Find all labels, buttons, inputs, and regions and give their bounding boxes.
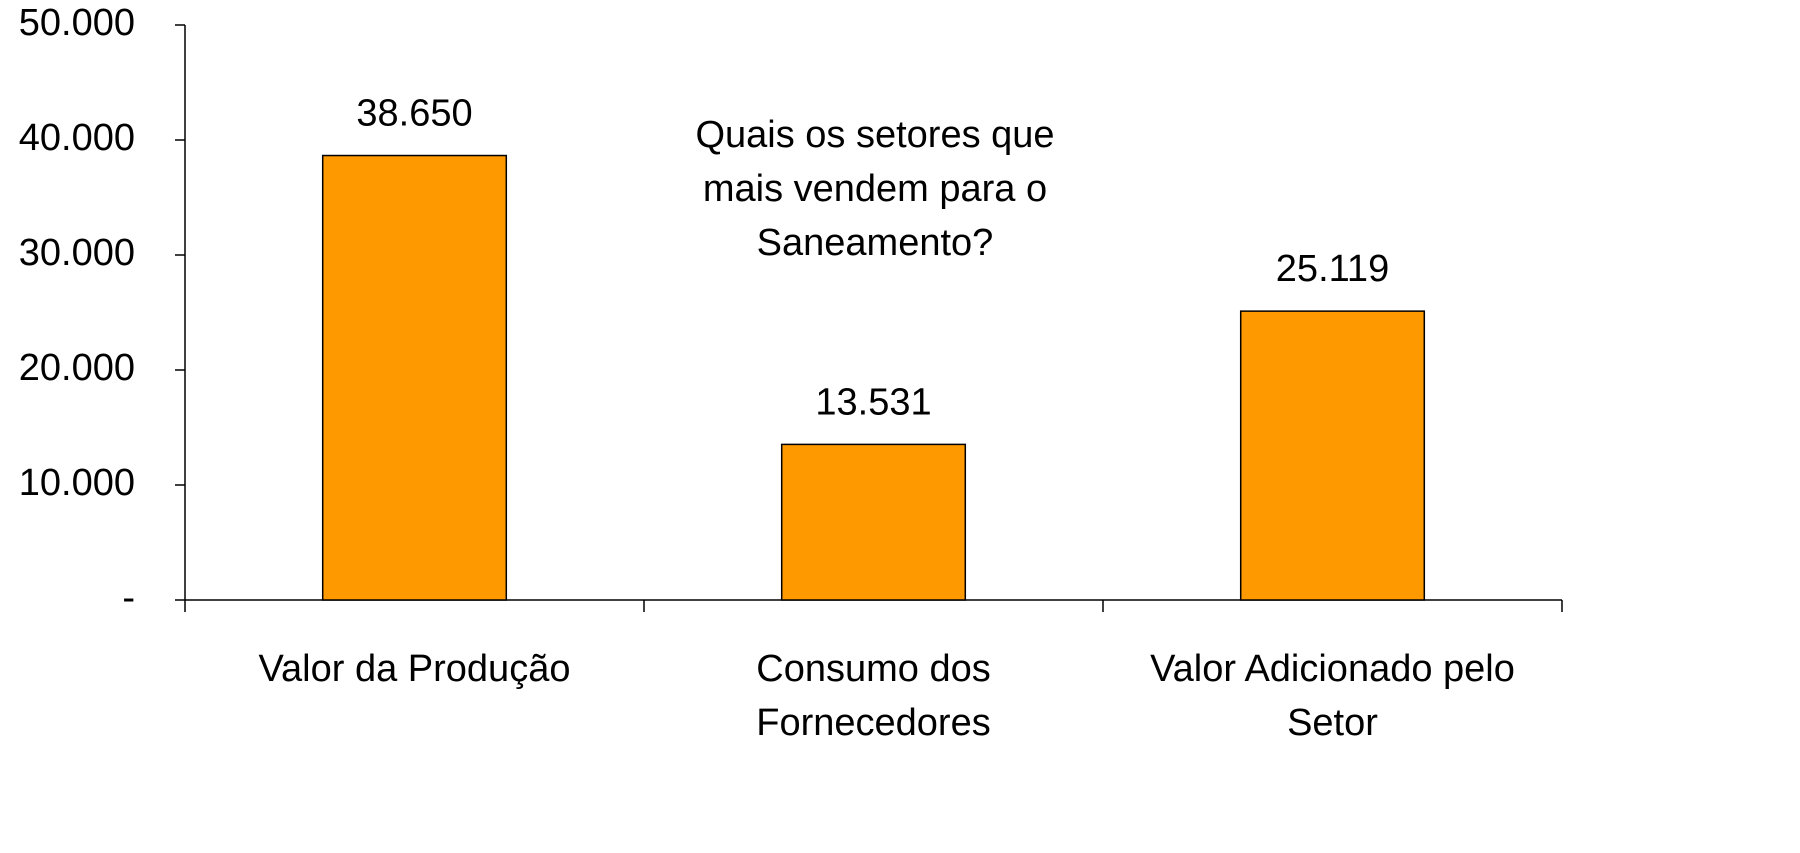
value-label: 25.119 — [1276, 248, 1389, 290]
x-tick-label: Consumo dos Fornecedores — [756, 648, 991, 744]
bar — [780, 443, 967, 601]
value-label: 38.650 — [356, 93, 472, 135]
annotation: Quais os setores que mais vendem para o … — [695, 114, 1055, 264]
x-tick-label: Valor Adicionado pelo Setor — [1150, 648, 1515, 744]
y-tick-label: 50.000 — [19, 2, 135, 44]
y-tick-label: 10.000 — [19, 462, 135, 504]
y-tick-label: 40.000 — [19, 117, 135, 159]
bar — [321, 154, 508, 601]
x-tick-label: Valor da Produção — [258, 648, 571, 690]
value-label: 13.531 — [815, 381, 931, 423]
y-tick-label: 30.000 — [19, 232, 135, 274]
y-tick-label: - — [122, 577, 135, 619]
bar — [1239, 310, 1426, 601]
y-tick-label: 20.000 — [19, 347, 135, 389]
